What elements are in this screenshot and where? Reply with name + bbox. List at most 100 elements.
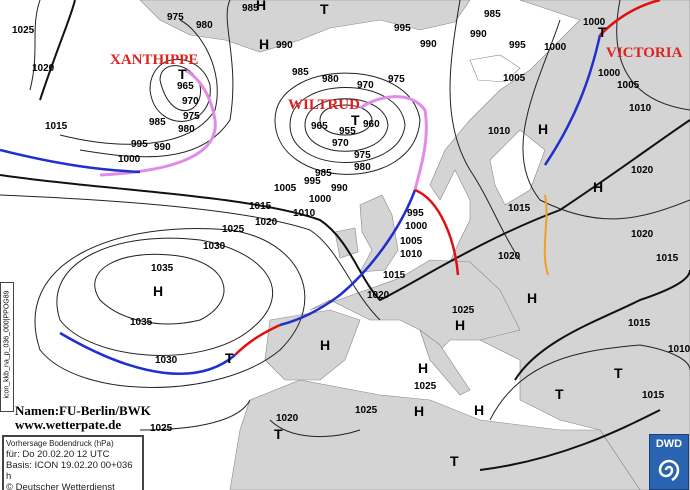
dwd-logo: DWD [649,434,689,490]
product-code: icon_kkb_na_p_036_000|PPOG89 [0,282,14,412]
cold-front-victoria [543,34,602,166]
isobar-label: 1000 [598,68,621,79]
info-valid: für: Do 20.02.20 12 UTC [6,449,110,460]
uk [359,194,399,273]
isobar-label: 1020 [255,217,278,228]
credit-url[interactable]: www.wetterpate.de [15,417,122,432]
isobar-label: 1005 [400,236,423,247]
isobar-label: 1015 [383,270,406,281]
isobar-label: 990 [470,29,487,40]
low-pressure-center: T [598,24,607,40]
isobar-label: 975 [183,111,200,122]
high-pressure-center: H [593,179,603,195]
occlusion-wiltrud [359,95,428,191]
warm-front-victoria [599,0,661,36]
credit-names: Namen:FU-Berlin/BWK [15,403,151,418]
iberia [264,309,361,381]
swirl-icon [658,459,680,482]
isobar-label: 980 [322,74,339,85]
italy [419,329,471,396]
isobar-label: 1015 [508,203,531,214]
isobar-label: 1020 [276,413,299,424]
isobar-label: 1000 [544,42,567,53]
credit: Namen:FU-Berlin/BWK www.wetterpate.de [15,404,151,432]
high-pressure-center: H [418,360,428,376]
warm-front-iberia [234,323,281,356]
isobar-label: 990 [331,183,348,194]
cold-front-main [279,189,417,327]
isobar-label: 1025 [222,224,245,235]
high-pressure-center: H [455,317,465,333]
isobar-label: 1000 [405,221,428,232]
isobar-label: 1000 [583,17,606,28]
isobar-label: 985 [149,117,166,128]
isobar-label: 965 [177,81,194,92]
isobar-label: 1030 [203,241,226,252]
low-pressure-center: T [450,453,459,469]
system-name: WILTRUD [288,97,360,113]
isobar-label: 1030 [155,355,178,366]
low-pressure-center: T [614,365,623,381]
isobar-label: 1020 [631,229,654,240]
high-pressure-center: H [527,290,537,306]
occlusion-xanthippe [99,68,217,177]
dwd-logo-text: DWD [655,438,683,450]
isobar-label: 1000 [118,154,141,165]
isobar-label: 990 [276,40,293,51]
isobar-label: 1025 [12,25,35,36]
isobar-label: 975 [167,12,184,23]
isobar-label: 1010 [400,249,423,260]
low-pressure-center: T [225,350,234,366]
high-pressure-center: H [414,403,424,419]
isobar-label: 970 [332,138,349,149]
isobar-label: 965 [311,121,328,132]
high-pressure-center: H [474,402,484,418]
info-basis: Basis: ICON 19.02.20 00+036 h [6,460,133,482]
isobar-label: 1015 [45,121,68,132]
isobar-label: 1025 [150,423,173,434]
low-pressure-center: T [178,66,187,82]
isobar-label: 985 [242,3,259,14]
isobar-label: 1025 [355,405,378,416]
isobar-label: 1035 [130,317,153,328]
isobar-label: 985 [484,9,501,20]
isobar-label: 1005 [274,183,297,194]
isobar-label: 955 [339,126,356,137]
isobar-label: 995 [131,139,148,150]
africa [229,379,641,490]
isobar-label: 980 [178,124,195,135]
isobar-label: 1020 [498,251,521,262]
isobar-label: 975 [388,74,405,85]
info-copyright: © Deutscher Wetterdienst [6,482,115,490]
isobar-label: 990 [154,142,171,153]
isobar-label: 1015 [249,201,272,212]
isobar-label: 985 [315,168,332,179]
isobar-label: 1005 [617,80,640,91]
isobar-label: 1005 [503,73,526,84]
product-code-text: icon_kkb_na_p_036_000|PPOG89 [3,290,11,399]
isobars [0,0,690,471]
isobar-label: 1010 [668,344,690,355]
cold-front-south [59,331,236,376]
low-pressure-center: T [274,426,283,442]
isobar-label: 970 [357,80,374,91]
iceland [469,54,521,83]
isobar-label: 975 [354,150,371,161]
info-title: Vorhersage Bodendruck (hPa) [6,439,114,448]
isobar-label: 1010 [629,103,652,114]
high-pressure-center: H [259,36,269,52]
high-pressure-center: H [256,0,266,13]
isobar-label: 960 [363,119,380,130]
isobar-label: 985 [292,67,309,78]
isobar-label: 1015 [642,390,665,401]
isobar-label: 995 [394,23,411,34]
isobar-label: 970 [182,96,199,107]
fronts [0,0,661,376]
isobar-label: 980 [354,162,371,173]
isobar-label: 1015 [656,253,679,264]
isobar-label: 1020 [631,165,654,176]
isobar-label: 1025 [414,381,437,392]
